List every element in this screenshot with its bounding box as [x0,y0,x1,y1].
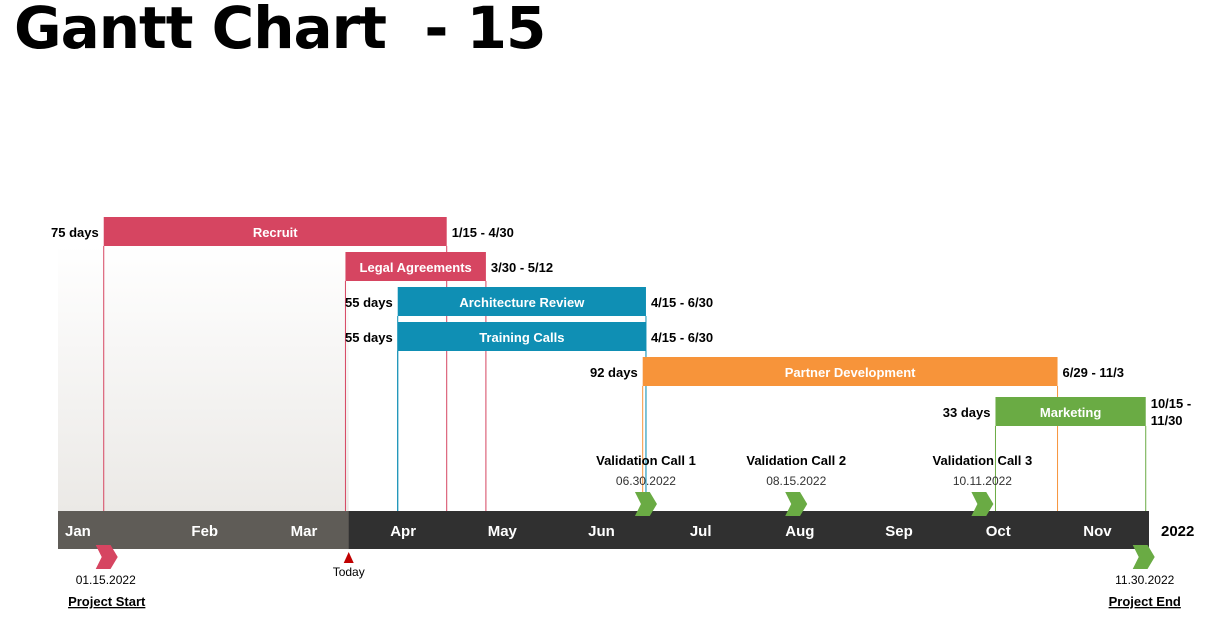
task-range: 10/15 - [1151,396,1191,411]
task-label: Recruit [253,225,298,240]
milestone-chevron [785,492,808,516]
month-label: Sep [885,523,913,540]
task-duration: 55 days [345,295,393,310]
milestone-chevron [971,492,994,516]
task-bar [397,322,646,351]
task-range: 4/15 - 6/30 [651,295,713,310]
page-title: Gantt Chart - 15 [14,0,546,62]
elapsed-shading [58,245,349,511]
milestone-label: Validation Call 3 [933,453,1033,468]
year-label: 2022 [1161,523,1194,540]
project-start-chevron [95,545,118,569]
month-label: Apr [390,523,416,540]
project-end-date: 11.30.2022 [1115,573,1174,587]
task-duration: 33 days [943,405,991,420]
project-start-date: 01.15.2022 [76,573,136,587]
task-duration: 55 days [345,330,393,345]
task-range: 4/15 - 6/30 [651,330,713,345]
task-range: 3/30 - 5/12 [491,260,553,275]
task-range: 11/30 [1151,413,1183,428]
task-label: Architecture Review [459,295,585,310]
milestone-label: Validation Call 2 [746,453,846,468]
task-label: Training Calls [479,330,564,345]
milestone-chevron [634,492,657,516]
milestone-date: 10.11.2022 [953,474,1012,488]
month-label: Oct [986,523,1011,540]
milestone-date: 08.15.2022 [766,474,826,488]
month-label: Feb [191,523,218,540]
month-label: Mar [291,523,318,540]
month-label: Jun [588,523,615,540]
task-bar [642,357,1058,386]
month-label: Jan [65,523,91,540]
task-range: 1/15 - 4/30 [452,225,514,240]
task-label: Legal Agreements [360,260,472,275]
task-duration: 75 days [51,225,99,240]
task-label: Marketing [1040,405,1101,420]
task-bar [103,217,447,246]
task-bar [397,287,646,316]
project-start-label: Project Start [68,594,146,609]
month-label: May [488,523,518,540]
today-label: Today [333,565,365,579]
milestone-date: 06.30.2022 [616,474,676,488]
today-marker [343,552,354,563]
task-bar [345,252,486,281]
milestone-label: Validation Call 1 [596,453,696,468]
task-duration: 92 days [590,365,638,380]
project-end-chevron [1132,545,1155,569]
timeline-elapsed [58,511,349,549]
task-bar [995,397,1146,426]
task-label: Partner Development [785,365,916,380]
month-label: Jul [690,523,712,540]
month-label: Aug [785,523,814,540]
task-range: 6/29 - 11/3 [1063,365,1124,380]
month-label: Nov [1083,523,1112,540]
project-end-label: Project End [1109,594,1181,609]
